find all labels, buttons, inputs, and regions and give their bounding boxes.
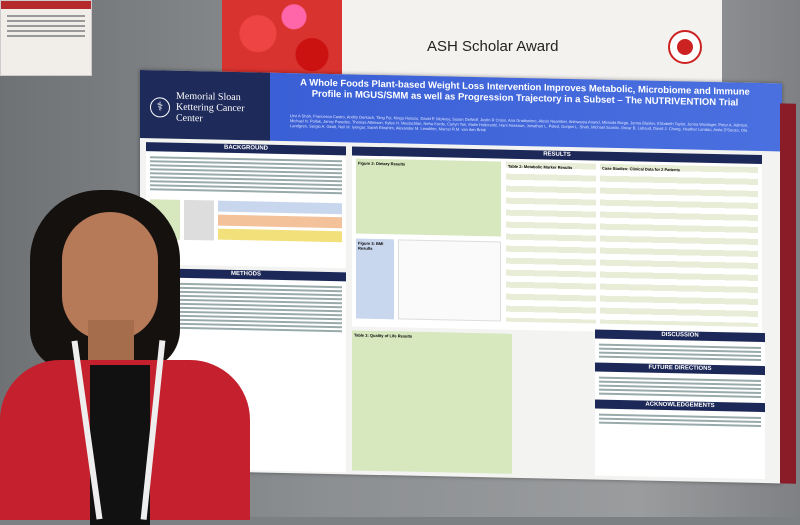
adjacent-poster: [0, 0, 92, 76]
poster-header: ⚕ Memorial Sloan Kettering Cancer Center…: [140, 70, 782, 152]
blood-cells-image: [222, 0, 342, 84]
poster-authors: Urvi A Shah, Francesca Castro, Andriy De…: [290, 113, 749, 133]
results-section: RESULTS Figure 2: Dietary Results Figure…: [352, 146, 762, 336]
figure-bmi-results: Figure 3: BMI Results: [356, 238, 394, 320]
msk-logo: ⚕ Memorial Sloan Kettering Cancer Center: [150, 90, 266, 125]
msk-logo-icon: ⚕: [150, 96, 170, 118]
poster-title: A Whole Foods Plant-based Weight Loss In…: [300, 77, 750, 109]
black-top: [90, 365, 150, 525]
case-studies-panel: Case Studies: Clinical Data for 2 Patien…: [600, 163, 758, 327]
discussion-section: DISCUSSION FUTURE DIRECTIONS ACKNOWLEDGE…: [595, 329, 765, 480]
quality-of-life-table: Table 3: Quality of Life Results: [352, 330, 512, 474]
bmi-boxplot: [398, 239, 501, 322]
award-title: ASH Scholar Award: [427, 38, 559, 55]
figure-dietary-results: Figure 2: Dietary Results: [356, 158, 501, 237]
ash-seal-logo: [668, 30, 702, 64]
poster-side-strip: [780, 103, 796, 484]
award-banner: ASH Scholar Award: [222, 0, 722, 84]
metabolic-marker-table: Table 2: Metabolic Marker Results: [506, 161, 596, 324]
presenter-person: [0, 190, 260, 525]
face: [62, 212, 158, 340]
institution-name: Memorial Sloan Kettering Cancer Center: [176, 90, 245, 125]
